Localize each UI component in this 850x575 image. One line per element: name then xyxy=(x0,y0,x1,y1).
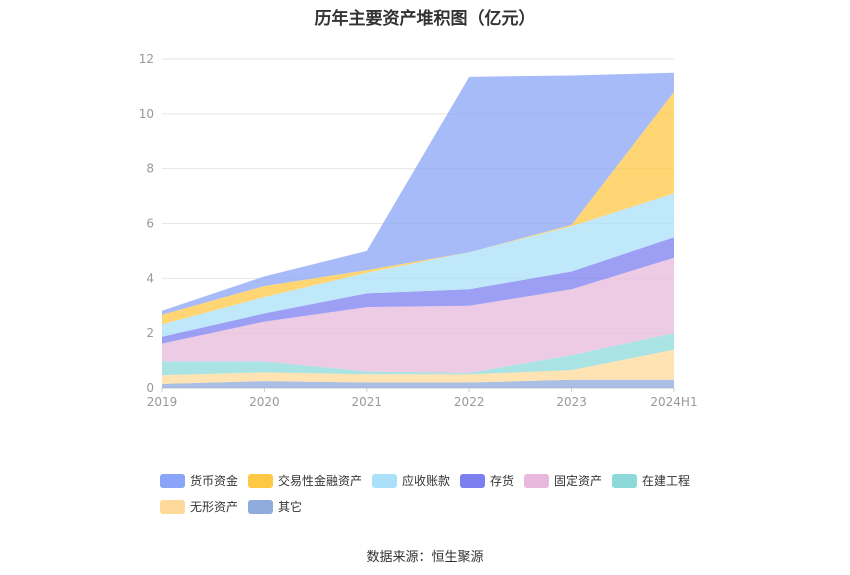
legend-label: 无形资产 xyxy=(190,500,239,514)
x-tick-label: 2023 xyxy=(556,395,587,409)
x-tick-label: 2024H1 xyxy=(650,395,697,409)
y-tick-label: 2 xyxy=(146,326,154,340)
legend-label: 货币资金 xyxy=(190,474,239,488)
legend-item[interactable]: 无形资产 xyxy=(160,498,238,515)
legend-label: 应收账款 xyxy=(402,474,451,488)
legend-item[interactable]: 固定资产 xyxy=(524,472,602,489)
area-series-6 xyxy=(162,91,674,325)
y-tick-label: 8 xyxy=(146,162,154,176)
legend-item[interactable]: 应收账款 xyxy=(372,472,450,489)
legend-item[interactable]: 存货 xyxy=(460,472,514,489)
x-tick-label: 2020 xyxy=(249,395,280,409)
legend-item[interactable]: 货币资金 xyxy=(160,472,238,489)
data-source: 数据来源：恒生聚源 xyxy=(366,550,484,565)
legend-swatch xyxy=(524,473,549,488)
legend-item[interactable]: 交易性金融资产 xyxy=(248,472,362,489)
y-tick-label: 12 xyxy=(139,52,154,66)
legend-label: 在建工程 xyxy=(642,474,691,488)
legend-swatch xyxy=(248,499,273,514)
legend-item[interactable]: 其它 xyxy=(248,498,302,515)
legend-label: 固定资产 xyxy=(554,474,603,488)
area-series-4 xyxy=(162,237,674,344)
legend-swatch xyxy=(372,473,397,488)
legend-swatch xyxy=(612,473,637,488)
x-tick-label: 2021 xyxy=(352,395,383,409)
legend-swatch xyxy=(460,473,485,488)
legend-label: 交易性金融资产 xyxy=(278,474,363,488)
x-tick-label: 2022 xyxy=(454,395,485,409)
legend-swatch xyxy=(248,473,273,488)
area-series-1 xyxy=(162,349,674,384)
y-tick-label: 10 xyxy=(139,107,154,121)
legend-label: 存货 xyxy=(490,474,515,488)
area-series-0 xyxy=(162,379,674,388)
legend-item[interactable]: 在建工程 xyxy=(612,472,690,489)
area-series-3 xyxy=(162,257,674,373)
y-tick-label: 0 xyxy=(146,381,154,395)
y-tick-label: 6 xyxy=(146,217,154,231)
area-series-5 xyxy=(162,193,674,337)
legend-swatch xyxy=(160,499,185,514)
x-tick-label: 2019 xyxy=(147,395,178,409)
chart-title: 历年主要资产堆积图（亿元） xyxy=(314,9,536,29)
legend-label: 其它 xyxy=(278,500,303,514)
legend-swatch xyxy=(160,473,185,488)
area-series-2 xyxy=(162,333,674,376)
area-series-7 xyxy=(162,72,674,315)
y-tick-label: 4 xyxy=(146,271,154,285)
